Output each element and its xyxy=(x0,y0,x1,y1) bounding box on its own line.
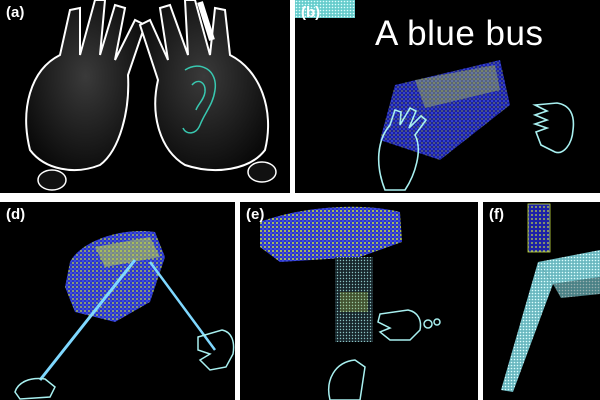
left-hand-outline-icon xyxy=(377,106,428,191)
thumb-left-icon xyxy=(37,169,67,191)
point-cloud-bus-icon xyxy=(260,206,402,342)
panel-b-caption: A blue bus xyxy=(375,14,544,53)
point-cloud-bus-icon xyxy=(527,203,551,253)
panel-a: (a) xyxy=(0,0,290,193)
bus-scene-e xyxy=(260,206,441,400)
right-hand-outline-icon xyxy=(532,102,575,154)
ear-icon xyxy=(182,65,216,134)
cyan-object-fragment xyxy=(295,0,355,18)
panel-d-label: (d) xyxy=(6,206,26,223)
panel-a-label: (a) xyxy=(6,4,25,21)
finger-highlight-icon xyxy=(197,1,215,41)
panel-e-label: (e) xyxy=(246,206,265,223)
right-hand-outline-icon xyxy=(197,329,235,371)
hands-scene-a xyxy=(25,0,277,191)
panel-f: (f) xyxy=(483,202,600,400)
panel-d: (d) xyxy=(0,202,235,400)
left-hand-outline-icon xyxy=(328,359,366,400)
left-hand-outline-icon xyxy=(25,0,147,171)
object-scene-f xyxy=(501,203,600,392)
left-hand-outline-icon xyxy=(14,377,56,400)
panel-e: (e) xyxy=(240,202,478,400)
point-cloud-bus-icon xyxy=(380,60,510,160)
panel-b: (b) A blue bus xyxy=(295,0,600,193)
bus-scene-d xyxy=(14,231,235,400)
panel-f-label: (f) xyxy=(489,206,504,223)
bus-scene-b xyxy=(295,0,575,191)
thumb-right-icon xyxy=(247,161,277,183)
pointing-ray-left-icon xyxy=(38,259,137,381)
point-cloud-bus-icon xyxy=(65,231,165,322)
right-hand-outline-icon xyxy=(377,309,441,341)
panel-b-label: (b) xyxy=(301,4,321,21)
cyan-chair-object xyxy=(501,250,600,392)
pointing-ray-right-icon xyxy=(148,261,217,351)
